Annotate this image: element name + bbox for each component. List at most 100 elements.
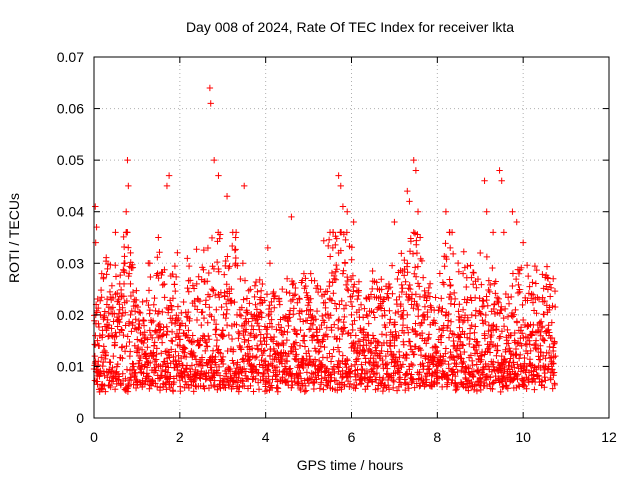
data-point (543, 263, 551, 270)
data-point (148, 319, 155, 326)
data-point (524, 321, 531, 329)
data-point (186, 315, 193, 322)
data-point (392, 362, 400, 369)
data-point (460, 368, 468, 375)
data-point (241, 336, 248, 343)
data-point (161, 266, 168, 273)
data-point (321, 319, 328, 326)
data-point (205, 269, 213, 277)
data-point (452, 345, 460, 353)
data-point (95, 342, 103, 349)
data-point (191, 302, 199, 310)
data-point (158, 350, 165, 357)
data-point (473, 361, 480, 368)
data-point (526, 341, 534, 348)
data-point (334, 387, 341, 394)
data-point (322, 311, 329, 319)
data-point (546, 354, 554, 362)
data-point (389, 384, 397, 392)
data-point (168, 319, 175, 326)
data-point (368, 378, 376, 385)
data-point (322, 304, 329, 312)
data-point (462, 374, 469, 382)
data-point (320, 291, 328, 298)
data-point (379, 387, 387, 395)
data-point (361, 305, 368, 312)
data-point (223, 321, 231, 329)
data-point (507, 293, 515, 301)
data-point (167, 346, 175, 353)
data-point (165, 172, 173, 179)
data-point (205, 369, 212, 376)
data-point (547, 284, 555, 292)
data-point (194, 306, 201, 313)
data-point (334, 344, 342, 351)
data-point (155, 274, 162, 282)
data-point (270, 338, 277, 345)
data-point (149, 317, 157, 325)
data-point (398, 288, 406, 296)
data-point (418, 329, 426, 337)
data-point (297, 386, 304, 394)
data-point (130, 366, 138, 374)
data-point (171, 280, 178, 288)
data-point (246, 300, 253, 307)
data-point (529, 279, 536, 286)
data-point (184, 381, 192, 388)
data-point (332, 276, 340, 283)
data-point (485, 321, 493, 329)
data-point (213, 336, 221, 344)
data-point (504, 326, 511, 334)
data-point (551, 303, 559, 311)
data-point (537, 318, 545, 325)
data-point (354, 355, 362, 362)
data-point (347, 368, 354, 375)
data-point (279, 331, 287, 338)
data-point (349, 292, 356, 300)
data-point (256, 276, 263, 284)
data-point (164, 369, 172, 376)
data-point (335, 364, 343, 371)
data-point (298, 308, 305, 315)
data-point (124, 333, 131, 340)
data-point (201, 370, 208, 377)
data-point (242, 326, 250, 333)
data-point (398, 363, 405, 371)
data-point (167, 373, 174, 380)
data-point (485, 343, 493, 351)
data-point (260, 370, 267, 378)
data-point (165, 364, 172, 371)
data-point (339, 373, 347, 380)
data-point (255, 386, 263, 393)
data-point (260, 334, 267, 342)
data-point (467, 262, 474, 269)
data-point (193, 280, 200, 288)
data-point (463, 299, 470, 306)
data-point (273, 326, 280, 333)
data-point (126, 348, 134, 355)
data-point (169, 388, 177, 395)
data-point (405, 285, 412, 292)
y-tick-label: 0.01 (57, 358, 84, 374)
data-point (545, 349, 553, 357)
data-point (349, 321, 356, 328)
data-point (133, 347, 141, 355)
data-point (261, 337, 268, 345)
data-point (503, 382, 510, 389)
data-point (112, 262, 119, 269)
data-point (101, 308, 109, 315)
data-point (147, 359, 154, 367)
data-point (451, 356, 458, 364)
data-point (365, 320, 372, 327)
data-point (155, 334, 162, 341)
data-point (316, 385, 324, 392)
data-point (336, 335, 343, 343)
data-point (244, 350, 252, 357)
data-point (326, 350, 333, 357)
data-point (219, 353, 227, 361)
data-point (139, 298, 146, 306)
data-point (450, 331, 458, 338)
data-point (324, 333, 331, 340)
data-point (507, 332, 515, 339)
data-point (136, 357, 143, 364)
